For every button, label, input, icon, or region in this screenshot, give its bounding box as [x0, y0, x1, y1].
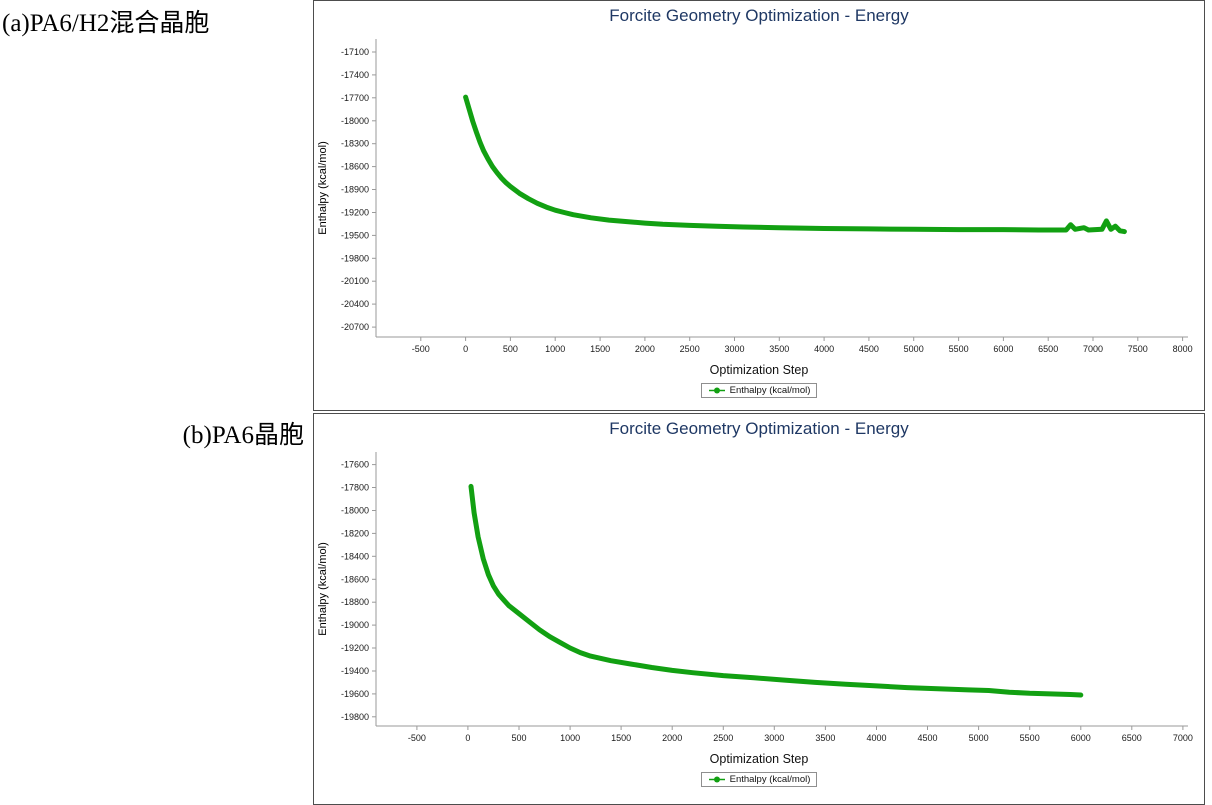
- caption-b: (b)PA6晶胞: [182, 422, 304, 449]
- svg-text:4500: 4500: [859, 344, 879, 354]
- svg-text:-17400: -17400: [341, 70, 369, 80]
- svg-text:6500: 6500: [1122, 733, 1142, 743]
- svg-text:Enthalpy (kcal/mol): Enthalpy (kcal/mol): [317, 542, 329, 636]
- svg-text:-18600: -18600: [341, 574, 369, 584]
- svg-text:500: 500: [503, 344, 518, 354]
- svg-text:1500: 1500: [611, 733, 631, 743]
- svg-text:-17600: -17600: [341, 460, 369, 470]
- svg-text:-19000: -19000: [341, 620, 369, 630]
- svg-text:2500: 2500: [713, 733, 733, 743]
- svg-text:6000: 6000: [993, 344, 1013, 354]
- chart-a-legend-row: Enthalpy (kcal/mol): [314, 380, 1204, 398]
- svg-text:3000: 3000: [724, 344, 744, 354]
- caption-a: (a)PA6/H2混合晶胞: [2, 10, 210, 37]
- chart-b-legend-label: Enthalpy (kcal/mol): [729, 774, 811, 785]
- chart-b-plot: -17600 -17800 -18000 -18200 -18400 -18600 -188…: [317, 452, 1193, 743]
- svg-text:-18900: -18900: [341, 185, 369, 195]
- svg-text:500: 500: [511, 733, 526, 743]
- chart-a-xaxis-label: Optimization Step: [709, 363, 809, 377]
- svg-text:2000: 2000: [635, 344, 655, 354]
- svg-text:-19500: -19500: [341, 230, 369, 240]
- svg-text:-19800: -19800: [341, 253, 369, 263]
- svg-text:6000: 6000: [1071, 733, 1091, 743]
- svg-text:4000: 4000: [814, 344, 834, 354]
- svg-text:6500: 6500: [1038, 344, 1058, 354]
- svg-text:0: 0: [465, 733, 470, 743]
- svg-text:5000: 5000: [904, 344, 924, 354]
- svg-text:7000: 7000: [1083, 344, 1103, 354]
- svg-text:3500: 3500: [815, 733, 835, 743]
- enthalpy-series-marker-icon: [708, 386, 726, 395]
- svg-text:-19800: -19800: [341, 712, 369, 722]
- chart-panel-b: Forcite Geometry Optimization - Energy -…: [313, 413, 1205, 805]
- svg-text:4500: 4500: [917, 733, 937, 743]
- chart-a-plot: -17100 -17400 -17700 -18000 -18300 -18600 -189…: [317, 39, 1193, 354]
- svg-text:-17800: -17800: [341, 483, 369, 493]
- svg-text:3500: 3500: [769, 344, 789, 354]
- svg-text:-18400: -18400: [341, 551, 369, 561]
- svg-text:1000: 1000: [560, 733, 580, 743]
- svg-text:-500: -500: [408, 733, 426, 743]
- svg-text:Enthalpy (kcal/mol): Enthalpy (kcal/mol): [317, 141, 329, 235]
- svg-text:5500: 5500: [949, 344, 969, 354]
- svg-text:1500: 1500: [590, 344, 610, 354]
- chart-panel-a: Forcite Geometry Optimization - Energy -…: [313, 0, 1205, 411]
- svg-text:4000: 4000: [866, 733, 886, 743]
- svg-text:1000: 1000: [545, 344, 565, 354]
- svg-text:-18000: -18000: [341, 506, 369, 516]
- chart-a-title: Forcite Geometry Optimization - Energy: [609, 6, 909, 25]
- svg-text:-17100: -17100: [341, 47, 369, 57]
- svg-text:-18600: -18600: [341, 162, 369, 172]
- svg-text:-18800: -18800: [341, 597, 369, 607]
- chart-b-title: Forcite Geometry Optimization - Energy: [609, 419, 909, 438]
- svg-text:-19200: -19200: [341, 643, 369, 653]
- svg-text:8000: 8000: [1173, 344, 1193, 354]
- svg-text:3000: 3000: [764, 733, 784, 743]
- chart-b-legend: Enthalpy (kcal/mol): [700, 772, 818, 787]
- svg-text:-19600: -19600: [341, 689, 369, 699]
- svg-text:-20700: -20700: [341, 322, 369, 332]
- svg-text:-20400: -20400: [341, 299, 369, 309]
- svg-text:-20100: -20100: [341, 276, 369, 286]
- svg-text:-18000: -18000: [341, 116, 369, 126]
- svg-text:0: 0: [463, 344, 468, 354]
- svg-text:-19400: -19400: [341, 666, 369, 676]
- svg-text:-17700: -17700: [341, 93, 369, 103]
- svg-text:-500: -500: [412, 344, 430, 354]
- enthalpy-series-marker-icon: [708, 775, 726, 784]
- svg-text:7000: 7000: [1173, 733, 1193, 743]
- chart-a-legend: Enthalpy (kcal/mol): [700, 383, 818, 398]
- svg-text:2000: 2000: [662, 733, 682, 743]
- chart-b-xaxis-label: Optimization Step: [709, 752, 809, 766]
- chart-b-legend-row: Enthalpy (kcal/mol): [314, 769, 1204, 787]
- svg-text:5500: 5500: [1020, 733, 1040, 743]
- chart-a-legend-label: Enthalpy (kcal/mol): [729, 385, 811, 396]
- svg-text:-19200: -19200: [341, 208, 369, 218]
- svg-text:-18300: -18300: [341, 139, 369, 149]
- svg-text:2500: 2500: [680, 344, 700, 354]
- svg-text:-18200: -18200: [341, 528, 369, 538]
- svg-text:5000: 5000: [969, 733, 989, 743]
- svg-text:7500: 7500: [1128, 344, 1148, 354]
